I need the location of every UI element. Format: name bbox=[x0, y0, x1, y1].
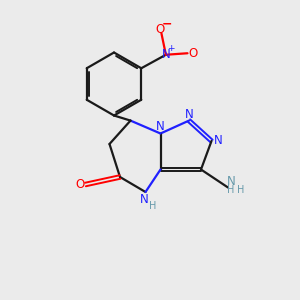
Text: N: N bbox=[226, 175, 236, 188]
Text: O: O bbox=[188, 47, 197, 60]
Text: −: − bbox=[162, 18, 172, 31]
Text: O: O bbox=[76, 178, 85, 191]
Text: +: + bbox=[167, 44, 175, 53]
Text: O: O bbox=[155, 23, 164, 36]
Text: N: N bbox=[214, 134, 223, 148]
Text: N: N bbox=[184, 107, 194, 121]
Text: N: N bbox=[140, 193, 148, 206]
Text: H: H bbox=[227, 185, 235, 195]
Text: H: H bbox=[237, 185, 244, 195]
Text: H: H bbox=[149, 201, 157, 212]
Text: N: N bbox=[161, 48, 170, 61]
Text: N: N bbox=[156, 120, 165, 134]
